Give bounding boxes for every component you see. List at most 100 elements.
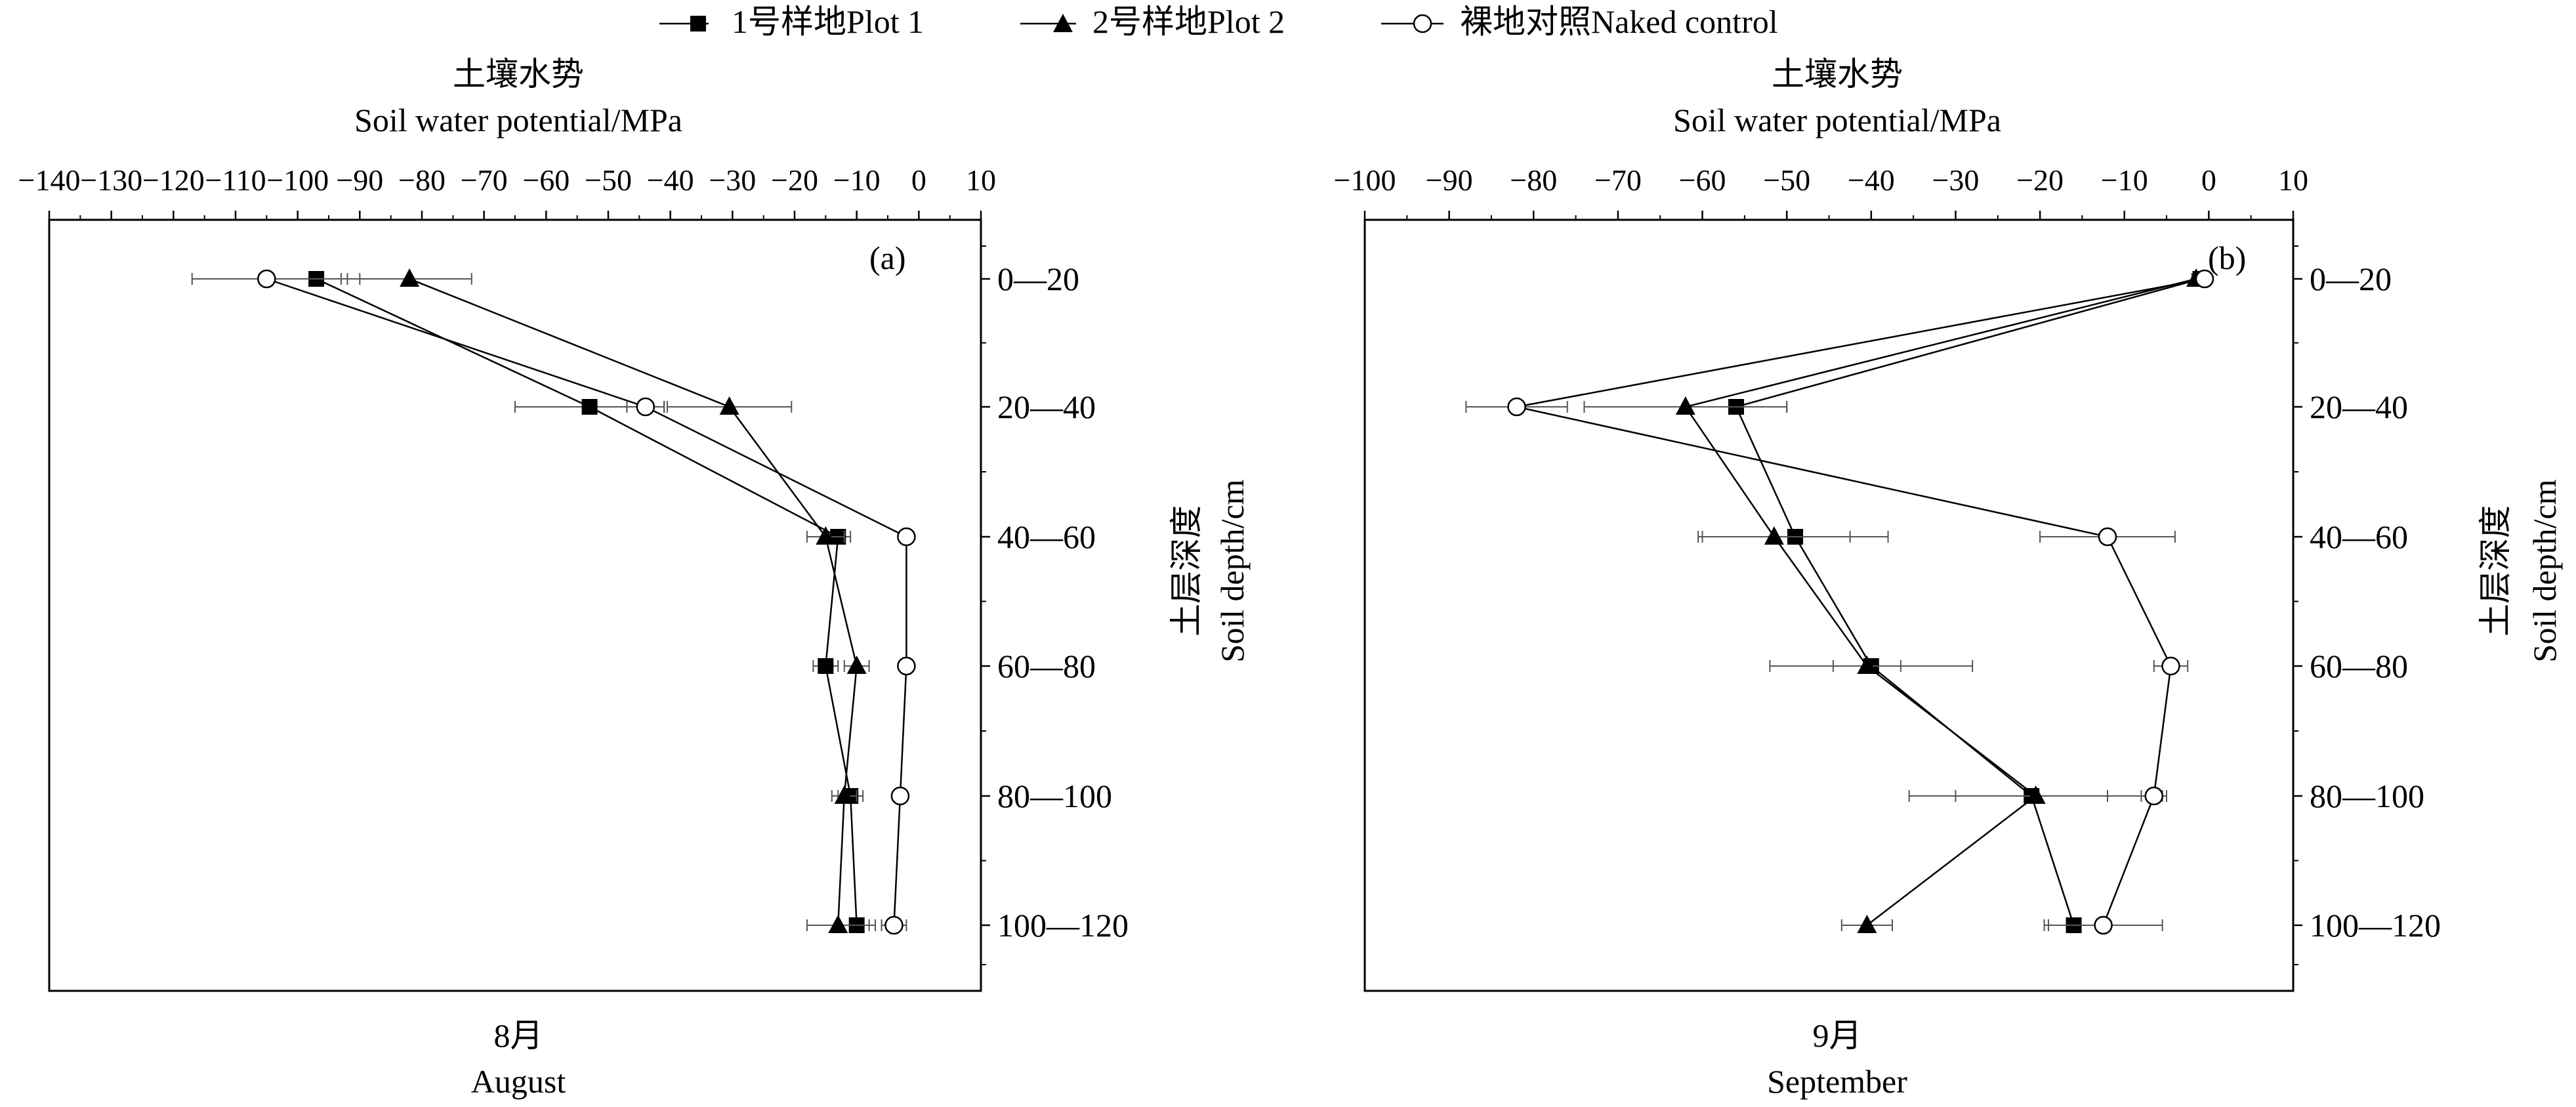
legend-item-plot2: 2号样地Plot 2 — [1020, 3, 1285, 40]
x-tick-label: −60 — [1679, 163, 1726, 197]
series-2 — [346, 268, 870, 933]
y-tick-label: 60—80 — [2310, 648, 2408, 684]
x-tick-label: −50 — [1763, 163, 1810, 197]
series-2 — [1583, 268, 2207, 933]
x-tick-label: −30 — [1932, 163, 1979, 197]
y-tick-label: 40—60 — [2310, 518, 2408, 555]
legend-label-plot1: 1号样地Plot 1 — [732, 3, 924, 40]
data-point-triangle — [1675, 396, 1695, 415]
data-point-circle — [890, 786, 910, 806]
ylabel-cn-a: 土层深度 — [1168, 505, 1205, 637]
x-tick-label: −130 — [80, 163, 142, 197]
data-point-square — [818, 658, 834, 674]
data-point-circle — [1507, 397, 1526, 417]
x-tick-label: −90 — [336, 163, 383, 197]
month-cn-a: 8月 — [494, 1017, 543, 1054]
x-tick-label: −80 — [1510, 163, 1557, 197]
x-axis-b: −100 −90 −80 −70 −60 −50 −40 −30 −20 −10 0 10 — [1334, 163, 2308, 220]
y-tick-label: 0—20 — [997, 261, 1079, 297]
series-1 — [272, 271, 877, 933]
ylabel-en-b: Soil depth/cm — [2526, 479, 2563, 662]
legend-label-naked-control: 裸地对照Naked control — [1460, 3, 1778, 40]
x-axis-a: −140 −130 −120 −110 −100 −90 −80 −70 −60 −50 −40 −3… — [18, 163, 996, 220]
x-tick-label: −40 — [647, 163, 694, 197]
x-tick-label: 0 — [911, 163, 926, 197]
x-tick-label: −140 — [18, 163, 81, 197]
y-tick-label: 60—80 — [997, 648, 1096, 684]
x-tick-label: −70 — [461, 163, 508, 197]
data-point-triangle — [719, 396, 739, 415]
series-line — [1735, 278, 2201, 926]
data-point-circle — [2098, 527, 2117, 547]
data-point-circle — [257, 269, 276, 289]
series-line — [409, 278, 858, 926]
chart-panel-a: 土壤水势 Soil water potential/MPa −140 −130 −1… — [18, 56, 1251, 1100]
series-a — [191, 268, 916, 935]
data-point-triangle — [816, 526, 836, 545]
y-tick-label: 20—40 — [2310, 388, 2408, 425]
data-point-triangle — [1857, 915, 1877, 933]
x-tick-label: −70 — [1594, 163, 1642, 197]
legend-label-plot2: 2号样地Plot 2 — [1092, 3, 1285, 40]
ylabel-en-a: Soil depth/cm — [1214, 479, 1251, 662]
data-point-circle — [2144, 786, 2163, 806]
y-axis-b: 0—20 20—40 40—60 60—80 80—100 100—120 — [2293, 245, 2441, 965]
legend-marker-plot1 — [690, 16, 706, 31]
ylabel-cn-b: 土层深度 — [2477, 505, 2514, 637]
x-tick-label: −110 — [205, 163, 266, 197]
title-en-a: Soil water potential/MPa — [354, 102, 682, 138]
legend: 1号样地Plot 1 2号样地Plot 2 裸地对照Naked control — [659, 3, 1778, 40]
series-line — [1516, 278, 2205, 926]
title-cn-b: 土壤水势 — [1772, 56, 1903, 93]
data-point-circle — [897, 656, 916, 676]
panel-label-a: (a) — [869, 240, 906, 276]
data-point-triangle — [1857, 656, 1877, 674]
x-tick-label: −40 — [1848, 163, 1895, 197]
x-tick-label: 10 — [966, 163, 996, 197]
x-tick-label: −10 — [833, 163, 881, 197]
data-point-triangle — [828, 915, 848, 933]
x-tick-label: −90 — [1426, 163, 1473, 197]
data-point-circle — [2161, 656, 2180, 676]
month-en-a: August — [471, 1063, 566, 1100]
data-point-circle — [2195, 269, 2214, 289]
x-tick-label: −80 — [398, 163, 446, 197]
data-point-triangle — [846, 656, 867, 674]
panel-label-b: (b) — [2208, 240, 2246, 276]
x-tick-label: −100 — [266, 163, 329, 197]
series-line — [316, 278, 858, 926]
data-point-circle — [2094, 915, 2113, 935]
data-point-triangle — [1764, 526, 1784, 545]
data-point-square — [581, 399, 598, 415]
data-point-triangle — [2025, 785, 2046, 804]
title-cn-a: 土壤水势 — [453, 56, 584, 93]
data-point-triangle — [834, 785, 854, 804]
y-tick-label: 20—40 — [997, 388, 1096, 425]
y-tick-label: 80—100 — [2310, 778, 2424, 814]
y-tick-label: 0—20 — [2310, 261, 2392, 297]
x-tick-label: −30 — [709, 163, 756, 197]
data-point-circle — [897, 527, 916, 547]
legend-marker-naked-control — [1413, 14, 1432, 33]
x-tick-label: −120 — [142, 163, 205, 197]
legend-item-plot1: 1号样地Plot 1 — [659, 3, 924, 40]
y-tick-label: 40—60 — [997, 518, 1096, 555]
month-cn-b: 9月 — [1813, 1017, 1862, 1054]
data-point-circle — [636, 397, 655, 417]
month-en-b: September — [1767, 1063, 1907, 1100]
series-line — [266, 278, 907, 926]
y-tick-label: 100—120 — [2310, 907, 2441, 944]
series-3 — [1465, 269, 2214, 935]
data-point-circle — [884, 915, 904, 935]
plot-frame-b — [1363, 219, 2295, 992]
x-tick-label: −60 — [522, 163, 570, 197]
y-tick-label: 100—120 — [997, 907, 1129, 944]
x-tick-label: −10 — [2101, 163, 2148, 197]
chart-panel-b: 土壤水势 Soil water potential/MPa −100 −90 −80… — [1334, 56, 2563, 1100]
x-tick-label: −100 — [1334, 163, 1396, 197]
series-3 — [191, 269, 916, 935]
data-point-triangle — [400, 268, 420, 287]
y-axis-a: 0—20 20—40 40—60 60—80 80—100 100—120 — [981, 245, 1129, 965]
x-tick-label: 0 — [2201, 163, 2216, 197]
